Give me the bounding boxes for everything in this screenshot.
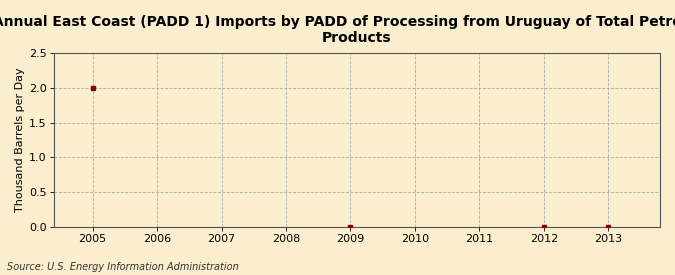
- Y-axis label: Thousand Barrels per Day: Thousand Barrels per Day: [15, 68, 25, 212]
- Text: Source: U.S. Energy Information Administration: Source: U.S. Energy Information Administ…: [7, 262, 238, 272]
- Title: Annual East Coast (PADD 1) Imports by PADD of Processing from Uruguay of Total P: Annual East Coast (PADD 1) Imports by PA…: [0, 15, 675, 45]
